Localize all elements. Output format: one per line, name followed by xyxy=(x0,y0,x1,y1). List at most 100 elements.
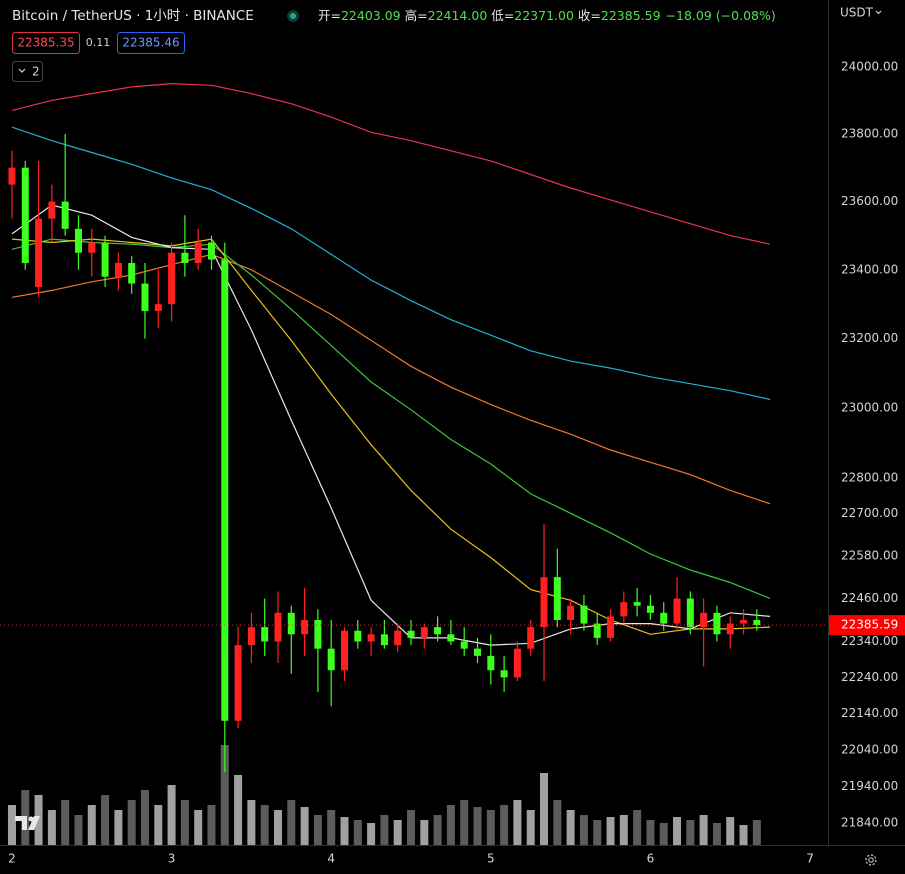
candle-body xyxy=(8,167,16,185)
candle-body xyxy=(607,616,615,638)
candle-body xyxy=(420,627,428,638)
volume-bar xyxy=(87,805,96,845)
volume-bar xyxy=(566,810,575,845)
bid-price: 22385.35 xyxy=(17,36,74,50)
volume-bar xyxy=(247,800,256,845)
volume-bar xyxy=(260,805,269,845)
y-tick-label: 22460.00 xyxy=(841,591,898,605)
y-tick-label: 22340.00 xyxy=(841,634,898,648)
candle-body xyxy=(660,612,668,624)
settings-icon[interactable] xyxy=(865,854,877,866)
volume-bar xyxy=(752,820,761,845)
y-tick-label: 22700.00 xyxy=(841,506,898,520)
volume-bar xyxy=(300,807,309,845)
volume-bar xyxy=(446,805,455,845)
candle-body xyxy=(114,262,122,277)
y-tick-label: 23000.00 xyxy=(841,401,898,415)
y-tick-label: 23800.00 xyxy=(841,126,898,140)
candle-body xyxy=(713,612,721,635)
volume-bar xyxy=(74,815,83,845)
y-tick-label: 22800.00 xyxy=(841,471,898,485)
candle-body xyxy=(301,619,309,635)
volume-bar xyxy=(127,800,136,845)
candle-body xyxy=(168,252,176,305)
bid-box[interactable] xyxy=(12,32,80,54)
volume-bar xyxy=(393,820,402,845)
ask-box[interactable] xyxy=(117,32,185,54)
volume-bar xyxy=(526,810,535,845)
last-price-label: 22385.59 xyxy=(841,618,898,632)
volume-bar xyxy=(673,817,682,845)
volume-bar xyxy=(61,800,70,845)
volume-bar xyxy=(606,817,615,845)
y-tick-label: 23400.00 xyxy=(841,262,898,276)
legend-value: 22414.00 xyxy=(428,8,488,23)
candle-body xyxy=(21,167,29,263)
candle-body xyxy=(407,630,415,638)
candle-body xyxy=(567,605,575,620)
moving-average-line xyxy=(11,126,771,400)
volume-bar xyxy=(513,800,522,845)
candle-body xyxy=(753,619,761,626)
volume-bar xyxy=(353,820,362,845)
volume-bar xyxy=(739,825,748,845)
volume-bar xyxy=(473,807,482,845)
volume-bar xyxy=(633,810,642,845)
x-tick-label: 7 xyxy=(806,852,814,866)
x-tick-label: 5 xyxy=(487,852,495,866)
volume-bar xyxy=(593,820,602,845)
candle-body xyxy=(88,242,96,253)
candle-body xyxy=(327,648,335,671)
chevron-icon xyxy=(18,68,26,73)
legend-label: 收= xyxy=(578,8,601,23)
volume-bar xyxy=(460,800,469,845)
volume-bar xyxy=(101,795,110,845)
candle-body xyxy=(460,641,468,649)
volume-bar xyxy=(619,815,628,845)
candle-body xyxy=(726,623,734,635)
candle-body xyxy=(207,242,215,260)
candle-body xyxy=(646,605,654,613)
candle-body xyxy=(620,602,628,617)
plot-area xyxy=(7,82,771,845)
volume-bar xyxy=(659,823,668,845)
volume-bar xyxy=(553,800,562,845)
candle-body xyxy=(314,619,322,649)
candle-body xyxy=(101,242,109,277)
legend-change: −18.09 (−0.08%) xyxy=(666,8,776,23)
y-tick-label: 21840.00 xyxy=(841,815,898,829)
candle-body xyxy=(633,602,641,606)
volume-bar xyxy=(433,815,442,845)
candle-body xyxy=(474,648,482,656)
candle-body xyxy=(341,630,349,671)
legend-label: 低= xyxy=(491,8,514,23)
candle-body xyxy=(35,218,43,287)
legend-value: 22371.00 xyxy=(514,8,574,23)
volume-bar xyxy=(114,810,123,845)
ohlc-legend: 开=22403.09 高=22414.00 低=22371.00 收=22385.59… xyxy=(318,8,776,23)
y-tick-label: 22040.00 xyxy=(841,742,898,756)
volume-bar xyxy=(140,790,149,845)
symbol-title[interactable]: Bitcoin / TetherUS · 1小时 · BINANCE xyxy=(12,8,254,24)
volume-bar xyxy=(486,810,495,845)
volume-bar xyxy=(340,817,349,845)
volume-bar xyxy=(579,815,588,845)
candle-body xyxy=(580,605,588,624)
moving-average-line xyxy=(11,238,771,600)
volume-bar xyxy=(726,817,735,845)
volume-bar xyxy=(327,810,336,845)
candle-body xyxy=(394,630,402,646)
candle-body xyxy=(221,259,229,721)
candle-body xyxy=(553,577,561,620)
volume-bar xyxy=(686,820,695,845)
legend-value: 22385.59 xyxy=(601,8,661,23)
volume-bar xyxy=(407,810,416,845)
candle-body xyxy=(194,242,202,263)
candle-body xyxy=(434,627,442,635)
currency[interactable]: USDT xyxy=(840,6,874,20)
volume-bar xyxy=(34,795,43,845)
volume-bar xyxy=(420,820,429,845)
indicator-toggle[interactable] xyxy=(12,61,43,82)
volume-bar xyxy=(313,815,322,845)
